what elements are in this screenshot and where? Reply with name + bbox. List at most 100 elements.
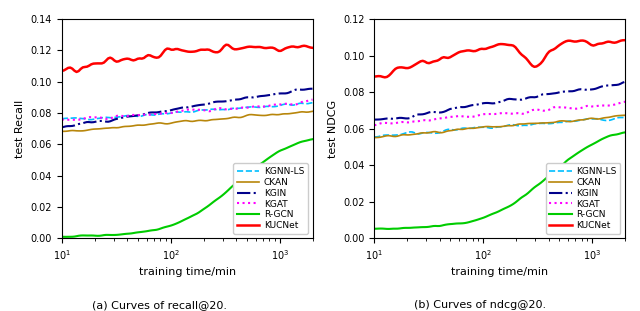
CKAN xyxy=(509,124,517,128)
KGIN xyxy=(423,111,431,115)
R-GCN xyxy=(58,235,66,239)
KGAT xyxy=(568,107,576,110)
KUCNet xyxy=(425,61,433,65)
Line: KGAT: KGAT xyxy=(374,102,625,125)
Y-axis label: test NDCG: test NDCG xyxy=(328,100,337,158)
Line: KUCNet: KUCNet xyxy=(62,45,312,72)
KGNN-LS xyxy=(308,101,316,104)
Legend: KGNN-LS, CKAN, KGIN, KGAT, R-GCN, KUCNet: KGNN-LS, CKAN, KGIN, KGAT, R-GCN, KUCNet xyxy=(546,164,621,234)
CKAN xyxy=(58,129,66,133)
CKAN xyxy=(568,119,576,123)
KGNN-LS xyxy=(233,106,241,110)
KGNN-LS xyxy=(615,116,623,119)
CKAN xyxy=(612,114,620,118)
KUCNet xyxy=(571,40,579,44)
CKAN xyxy=(230,115,238,119)
KGNN-LS xyxy=(371,135,378,139)
R-GCN xyxy=(302,139,310,142)
X-axis label: training time/min: training time/min xyxy=(451,267,548,277)
KGIN xyxy=(308,87,316,91)
R-GCN xyxy=(615,132,623,136)
KUCNet xyxy=(511,45,519,49)
X-axis label: training time/min: training time/min xyxy=(139,267,236,277)
KGAT xyxy=(509,112,517,116)
CKAN xyxy=(621,114,629,117)
Text: (b) Curves of ndcg@20.: (b) Curves of ndcg@20. xyxy=(414,300,546,310)
KGAT xyxy=(438,116,445,120)
CKAN xyxy=(197,118,205,122)
R-GCN xyxy=(62,235,70,239)
Line: CKAN: CKAN xyxy=(62,111,312,131)
KUCNet xyxy=(440,55,447,59)
KGIN xyxy=(612,83,620,87)
KUCNet xyxy=(381,76,388,79)
KUCNet xyxy=(305,45,312,49)
KGAT xyxy=(308,98,316,101)
KUCNet xyxy=(73,70,81,74)
KGNN-LS xyxy=(425,131,433,134)
KUCNet xyxy=(308,46,316,50)
R-GCN xyxy=(233,181,241,185)
KGIN xyxy=(256,94,264,98)
KUCNet xyxy=(127,58,135,62)
KGNN-LS xyxy=(617,116,625,119)
KGNN-LS xyxy=(199,108,207,112)
KGIN xyxy=(300,88,308,91)
R-GCN xyxy=(258,161,266,165)
KUCNet xyxy=(58,69,66,73)
KGAT xyxy=(258,104,266,108)
CKAN xyxy=(125,124,133,128)
KGAT xyxy=(199,108,207,112)
KGNN-LS xyxy=(58,117,66,121)
Line: R-GCN: R-GCN xyxy=(374,132,625,229)
KGNN-LS xyxy=(571,119,579,123)
CKAN xyxy=(371,136,378,139)
KUCNet xyxy=(621,38,629,42)
Line: KGNN-LS: KGNN-LS xyxy=(374,118,625,137)
KUCNet xyxy=(371,75,378,78)
KGAT xyxy=(612,102,620,106)
KGAT xyxy=(113,114,120,118)
Line: KGIN: KGIN xyxy=(374,82,625,120)
KGIN xyxy=(371,118,378,122)
KGNN-LS xyxy=(511,123,519,127)
KGAT xyxy=(233,107,241,111)
KGNN-LS xyxy=(621,116,629,119)
Line: KGIN: KGIN xyxy=(62,89,312,127)
KGNN-LS xyxy=(258,105,266,109)
R-GCN xyxy=(511,201,519,204)
CKAN xyxy=(438,131,445,135)
R-GCN xyxy=(621,131,629,134)
Line: KGNN-LS: KGNN-LS xyxy=(62,103,312,120)
KGAT xyxy=(543,109,551,112)
R-GCN xyxy=(113,233,120,237)
CKAN xyxy=(543,121,551,125)
R-GCN xyxy=(545,174,553,178)
R-GCN xyxy=(371,227,378,231)
KUCNet xyxy=(113,60,120,63)
KGIN xyxy=(58,125,66,129)
KGAT xyxy=(621,100,629,104)
KGIN xyxy=(111,118,118,121)
Line: KUCNet: KUCNet xyxy=(374,40,625,77)
R-GCN xyxy=(308,137,316,141)
KGIN xyxy=(509,97,517,101)
KGAT xyxy=(58,118,66,121)
R-GCN xyxy=(571,153,579,157)
KGAT xyxy=(68,118,76,122)
KUCNet xyxy=(615,39,623,43)
KGAT xyxy=(127,113,135,117)
KGIN xyxy=(438,110,445,114)
KUCNet xyxy=(199,48,207,52)
KUCNet xyxy=(260,46,268,50)
CKAN xyxy=(423,131,431,135)
KGIN xyxy=(543,92,551,96)
KGIN xyxy=(621,80,629,84)
R-GCN xyxy=(425,225,433,229)
CKAN xyxy=(308,109,316,113)
KGIN xyxy=(230,98,238,102)
KUCNet xyxy=(235,47,243,51)
KGNN-LS xyxy=(372,135,380,139)
KUCNet xyxy=(222,43,230,47)
KGNN-LS xyxy=(440,129,447,133)
